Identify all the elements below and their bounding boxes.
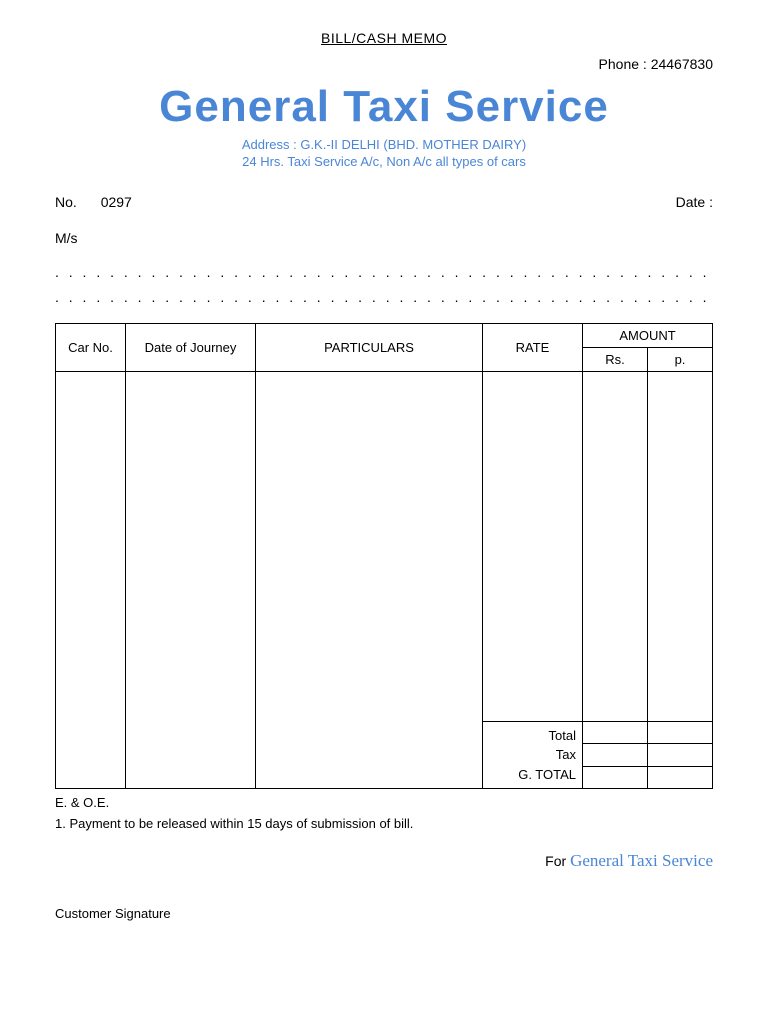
tax-p — [648, 744, 713, 767]
bill-table: Car No. Date of Journey PARTICULARS RATE… — [55, 323, 713, 790]
company-name: General Taxi Service — [55, 82, 713, 132]
document-title: BILL/CASH MEMO — [55, 30, 713, 46]
table-body-row — [56, 371, 713, 721]
gtotal-label: G. TOTAL — [489, 765, 576, 785]
cell-rate-body — [483, 371, 583, 721]
eoe-label: E. & O.E. — [55, 795, 713, 810]
gtotal-rs — [583, 766, 648, 789]
col-car-no: Car No. — [56, 323, 126, 371]
cell-date — [126, 371, 256, 789]
phone-value: 24467830 — [651, 56, 713, 72]
dotted-line-1: . . . . . . . . . . . . . . . . . . . . … — [55, 261, 713, 283]
for-line: For General Taxi Service — [55, 851, 713, 871]
col-rs: Rs. — [583, 347, 648, 371]
customer-signature-label: Customer Signature — [55, 906, 713, 921]
company-tagline: 24 Hrs. Taxi Service A/c, Non A/c all ty… — [55, 154, 713, 169]
no-value: 0297 — [101, 194, 132, 210]
payment-note: 1. Payment to be released within 15 days… — [55, 816, 713, 831]
number-date-row: No. 0297 Date : — [55, 194, 713, 210]
phone-line: Phone : 24467830 — [55, 56, 713, 72]
no-label: No. — [55, 194, 77, 210]
cell-particulars — [256, 371, 483, 789]
cell-rs-body — [583, 371, 648, 721]
col-rate: RATE — [483, 323, 583, 371]
gtotal-p — [648, 766, 713, 789]
for-label: For — [545, 853, 566, 869]
for-company: General Taxi Service — [570, 851, 713, 870]
date-label: Date : — [676, 194, 713, 210]
cell-carno — [56, 371, 126, 789]
col-date: Date of Journey — [126, 323, 256, 371]
cell-p-body — [648, 371, 713, 721]
col-p: p. — [648, 347, 713, 371]
tax-rs — [583, 744, 648, 767]
total-rs — [583, 721, 648, 744]
total-label: Total — [489, 726, 576, 746]
phone-label: Phone : — [599, 56, 647, 72]
dotted-line-2: . . . . . . . . . . . . . . . . . . . . … — [55, 286, 713, 308]
col-amount: AMOUNT — [583, 323, 713, 347]
col-particulars: PARTICULARS — [256, 323, 483, 371]
ms-label: M/s — [55, 230, 713, 246]
company-address: Address : G.K.-II DELHI (BHD. MOTHER DAI… — [55, 136, 713, 154]
tax-label: Tax — [489, 745, 576, 765]
total-p — [648, 721, 713, 744]
summary-labels-cell: Total Tax G. TOTAL — [483, 721, 583, 789]
